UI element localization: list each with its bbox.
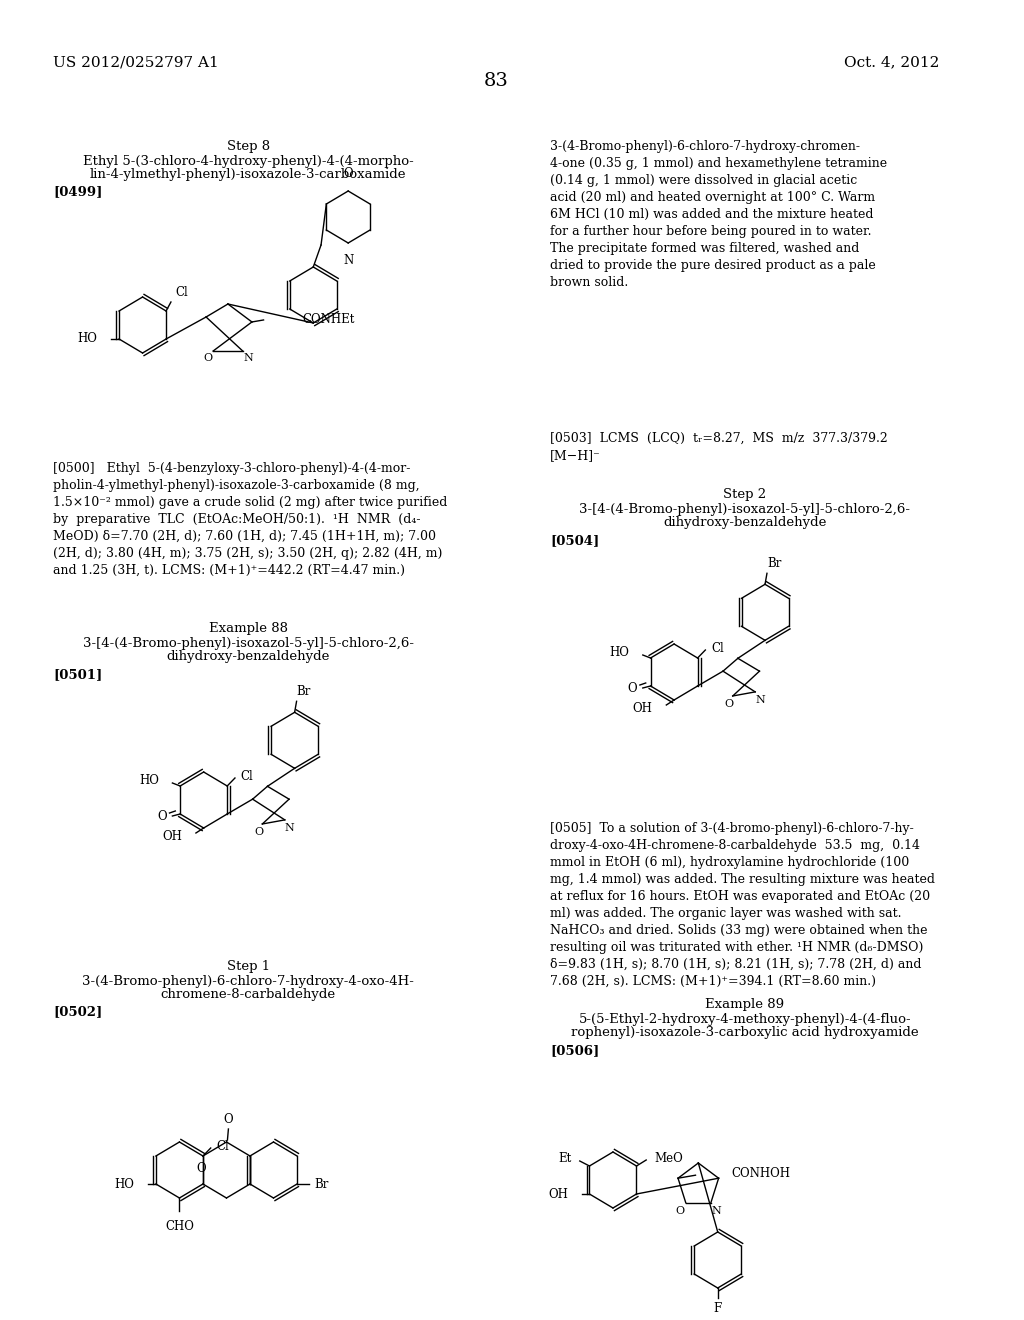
Text: [0506]: [0506] — [550, 1044, 599, 1057]
Text: chromene-8-carbaldehyde: chromene-8-carbaldehyde — [161, 987, 336, 1001]
Text: HO: HO — [139, 775, 159, 788]
Text: [0499]: [0499] — [53, 185, 102, 198]
Text: Step 8: Step 8 — [226, 140, 270, 153]
Text: Br: Br — [297, 685, 311, 698]
Text: US 2012/0252797 A1: US 2012/0252797 A1 — [53, 55, 219, 69]
Text: Example 89: Example 89 — [706, 998, 784, 1011]
Text: dihydroxy-benzaldehyde: dihydroxy-benzaldehyde — [167, 649, 330, 663]
Text: Oct. 4, 2012: Oct. 4, 2012 — [845, 55, 940, 69]
Text: MeO: MeO — [654, 1151, 683, 1164]
Text: Cl: Cl — [241, 770, 254, 783]
Text: O: O — [628, 681, 637, 694]
Text: 3-(4-Bromo-phenyl)-6-chloro-7-hydroxy-4-oxo-4H-: 3-(4-Bromo-phenyl)-6-chloro-7-hydroxy-4-… — [82, 975, 415, 987]
Text: 83: 83 — [484, 73, 509, 90]
Text: [0505]  To a solution of 3-(4-bromo-phenyl)-6-chloro-7-hy-
droxy-4-oxo-4H-chrome: [0505] To a solution of 3-(4-bromo-pheny… — [550, 822, 935, 987]
Text: [0500]   Ethyl  5-(4-benzyloxy-3-chloro-phenyl)-4-(4-mor-
pholin-4-ylmethyl-phen: [0500] Ethyl 5-(4-benzyloxy-3-chloro-phe… — [53, 462, 447, 577]
Text: lin-4-ylmethyl-phenyl)-isoxazole-3-carboxamide: lin-4-ylmethyl-phenyl)-isoxazole-3-carbo… — [90, 168, 407, 181]
Text: [0503]  LCMS  (LCQ)  tᵣ=8.27,  MS  m/z  377.3/379.2
[M−H]⁻: [0503] LCMS (LCQ) tᵣ=8.27, MS m/z 377.3/… — [550, 432, 888, 462]
Text: CONHOH: CONHOH — [731, 1167, 791, 1180]
Text: 3-(4-Bromo-phenyl)-6-chloro-7-hydroxy-chromen-
4-one (0.35 g, 1 mmol) and hexame: 3-(4-Bromo-phenyl)-6-chloro-7-hydroxy-ch… — [550, 140, 887, 289]
Text: HO: HO — [609, 647, 629, 660]
Text: O: O — [157, 809, 167, 822]
Text: Cl: Cl — [712, 642, 724, 655]
Text: [0502]: [0502] — [53, 1005, 102, 1018]
Text: [0501]: [0501] — [53, 668, 102, 681]
Text: rophenyl)-isoxazole-3-carboxylic acid hydroxyamide: rophenyl)-isoxazole-3-carboxylic acid hy… — [571, 1026, 919, 1039]
Text: O: O — [197, 1162, 206, 1175]
Text: Step 2: Step 2 — [723, 488, 766, 502]
Text: Et: Et — [559, 1151, 572, 1164]
Text: OH: OH — [163, 829, 182, 842]
Text: dihydroxy-benzaldehyde: dihydroxy-benzaldehyde — [664, 516, 826, 529]
Text: HO: HO — [115, 1177, 134, 1191]
Text: Cl: Cl — [176, 286, 188, 300]
Text: O: O — [254, 826, 263, 837]
Text: CONHEt: CONHEt — [302, 313, 354, 326]
Text: N: N — [244, 352, 254, 363]
Text: 3-[4-(4-Bromo-phenyl)-isoxazol-5-yl]-5-chloro-2,6-: 3-[4-(4-Bromo-phenyl)-isoxazol-5-yl]-5-c… — [83, 638, 414, 649]
Text: OH: OH — [633, 701, 652, 714]
Text: Example 88: Example 88 — [209, 622, 288, 635]
Text: 3-[4-(4-Bromo-phenyl)-isoxazol-5-yl]-5-chloro-2,6-: 3-[4-(4-Bromo-phenyl)-isoxazol-5-yl]-5-c… — [580, 503, 910, 516]
Text: HO: HO — [78, 333, 97, 346]
Text: Ethyl 5-(3-chloro-4-hydroxy-phenyl)-4-(4-morpho-: Ethyl 5-(3-chloro-4-hydroxy-phenyl)-4-(4… — [83, 154, 414, 168]
Text: N: N — [712, 1205, 722, 1216]
Text: O: O — [676, 1205, 684, 1216]
Text: N: N — [755, 694, 765, 705]
Text: Step 1: Step 1 — [226, 960, 270, 973]
Text: O: O — [204, 352, 213, 363]
Text: Br: Br — [314, 1177, 329, 1191]
Text: O: O — [343, 168, 353, 180]
Text: O: O — [223, 1113, 233, 1126]
Text: [0504]: [0504] — [550, 535, 599, 546]
Text: F: F — [714, 1302, 722, 1315]
Text: CHO: CHO — [165, 1220, 194, 1233]
Text: Cl: Cl — [216, 1139, 229, 1152]
Text: 5-(5-Ethyl-2-hydroxy-4-methoxy-phenyl)-4-(4-fluo-: 5-(5-Ethyl-2-hydroxy-4-methoxy-phenyl)-4… — [579, 1012, 911, 1026]
Text: O: O — [724, 700, 733, 709]
Text: N: N — [285, 822, 295, 833]
Text: OH: OH — [548, 1188, 568, 1200]
Text: N: N — [343, 253, 353, 267]
Text: Br: Br — [767, 557, 781, 570]
